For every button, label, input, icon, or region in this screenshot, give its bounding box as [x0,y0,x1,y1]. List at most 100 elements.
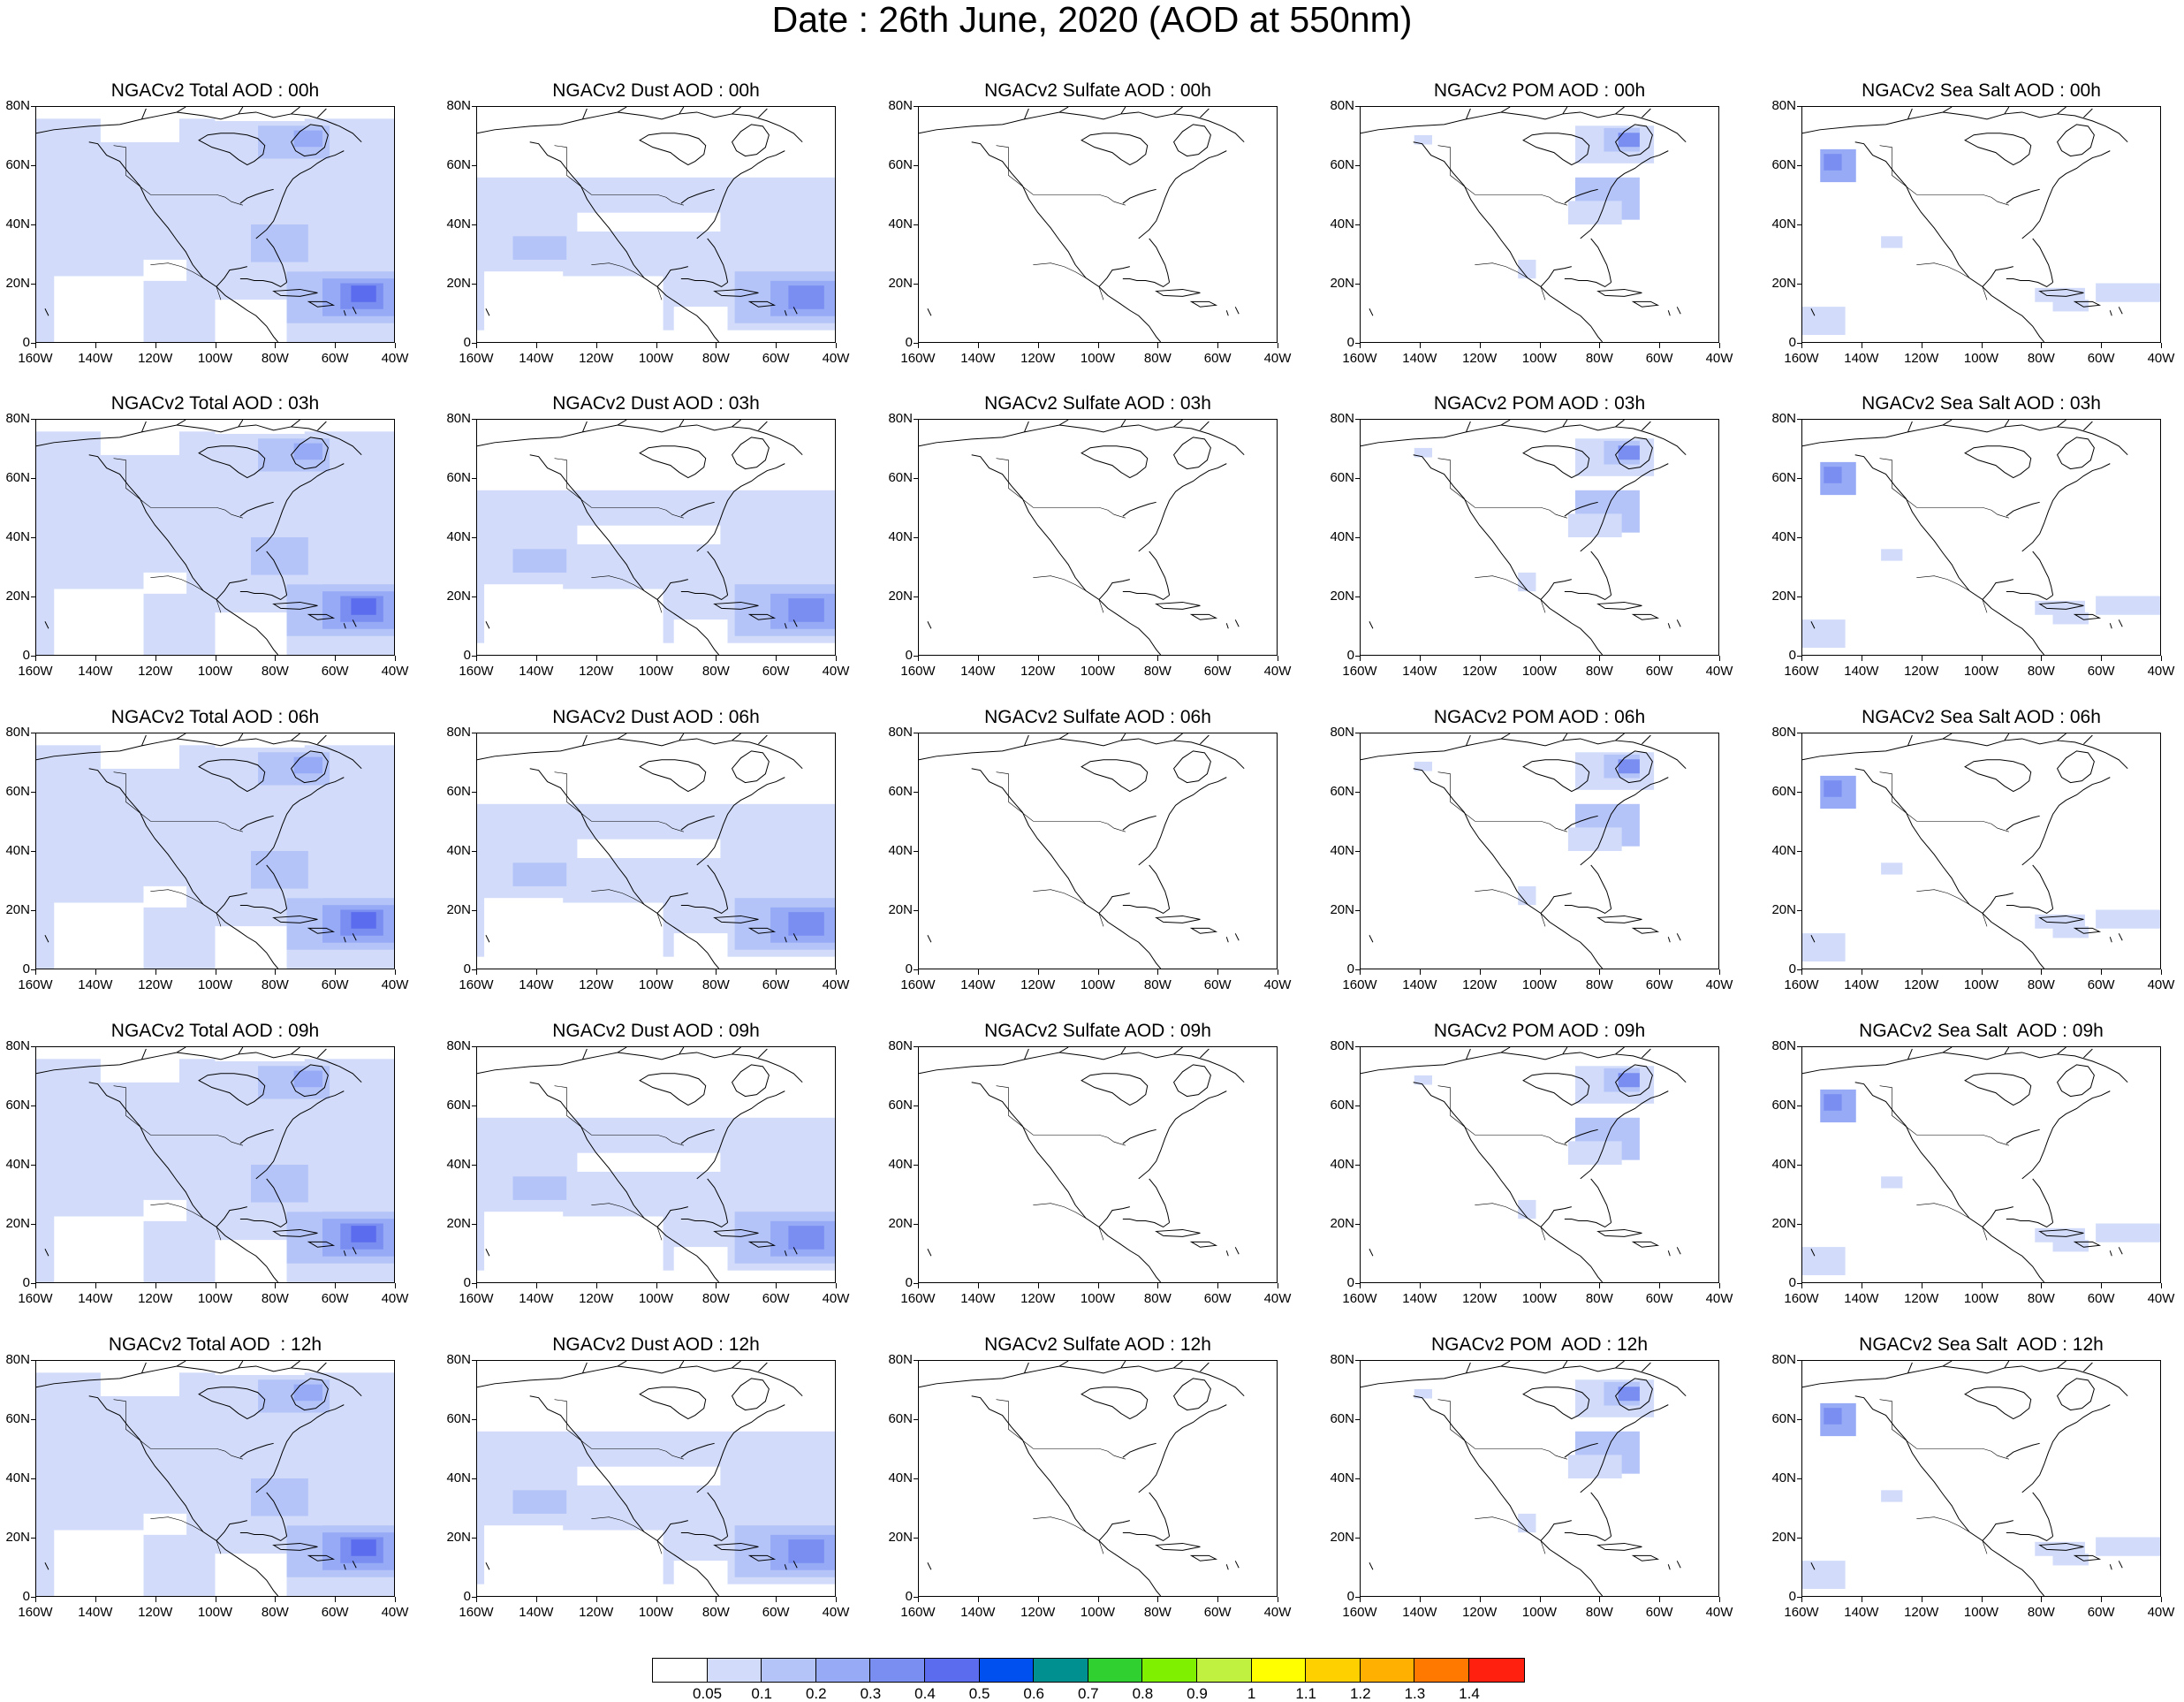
lat-tick-label: 60N [5,784,30,799]
aod-contour-fill [556,276,664,338]
lon-tick-label: 120W [1904,664,1939,679]
lon-tick-label: 80W [1143,351,1172,366]
lon-tick [1360,969,1361,975]
map-panel-pom-09h: NGACv2 POM AOD : 09h 80N 60N 40N 20N 0 160W 140… [1324,1021,1740,1305]
lat-tick [31,165,36,166]
lon-tick [2161,969,2162,975]
lon-tick-label: 160W [18,1605,53,1620]
lat-tick-label: 0 [463,648,471,663]
lat-tick [472,284,477,285]
lat-tick [1355,1165,1361,1166]
lat-tick [31,851,36,852]
lon-tick [155,1597,156,1602]
lon-tick-label: 140W [1844,351,1879,366]
lon-tick [595,1597,597,1602]
lon-tick [1419,1283,1421,1288]
aod-contour-fill [1824,1408,1842,1425]
lon-tick-label: 40W [2147,1605,2175,1620]
lon-tick [535,1283,537,1288]
lon-tick [836,1283,837,1288]
lon-tick [595,343,597,348]
aod-contour-fill [293,443,322,460]
lon-tick-label: 140W [78,977,113,992]
lon-tick-label: 160W [18,977,53,992]
aod-map [919,1361,1245,1596]
lon-tick [535,343,537,348]
aod-contour-fill [1414,1075,1432,1085]
map-frame [476,1360,836,1597]
lon-tick-label: 60W [762,977,790,992]
lon-tick [335,656,337,661]
aod-contour-fill [215,420,305,434]
lon-tick [476,343,477,348]
lon-tick [1801,1283,1802,1288]
lon-tick-label: 160W [1784,977,1819,992]
lat-tick [914,1538,919,1539]
lat-tick [1355,596,1361,597]
aod-contour-fill [351,1539,376,1556]
lon-tick [1659,969,1661,975]
aod-map [1361,1047,1687,1282]
lon-tick-label: 160W [900,351,936,366]
lon-tick [2161,656,2162,661]
country-border [1437,1399,1567,1554]
map-frame [1801,733,2161,969]
lon-tick [1539,656,1541,661]
lon-tick-label: 80W [2027,977,2055,992]
lon-tick-label: 140W [78,1291,113,1306]
lat-tick-label: 60N [1771,784,1796,799]
lon-tick-label: 100W [197,351,233,366]
lon-tick-label: 140W [1844,977,1879,992]
panel-title: NGACv2 POM AOD : 00h [1433,80,1646,101]
lon-tick [2041,969,2043,975]
map-panel-pom-00h: NGACv2 POM AOD : 00h 80N 60N 40N 20N 0 160W 140… [1324,80,1740,365]
lon-tick [395,343,396,348]
lat-tick [1797,969,1802,970]
coastline [1802,1047,2128,1282]
aod-contour-fill [1567,1455,1622,1478]
lon-tick [1037,969,1039,975]
panel-title: NGACv2 POM AOD : 09h [1433,1021,1646,1041]
lon-tick-label: 80W [261,977,289,992]
coastline [919,107,1245,342]
colorbar-label: 0.2 [805,1685,827,1702]
lat-tick [914,910,919,911]
lat-tick [914,478,919,479]
country-border [1437,771,1567,927]
coastline [477,107,803,342]
lon-tick [95,1283,96,1288]
lat-tick [472,1419,477,1420]
colorbar-label: 0.4 [914,1685,936,1702]
lat-tick-label: 20N [1771,589,1796,604]
lat-tick [472,1538,477,1539]
lat-tick [472,1165,477,1166]
lon-tick [918,656,919,661]
lat-tick-label: 80N [1330,725,1354,740]
aod-contour-fill [577,1152,721,1172]
lat-tick [1797,1538,1802,1539]
panel-title: NGACv2 Sea Salt AOD : 03h [1862,393,2101,414]
map-panel-seasalt-06h: NGACv2 Sea Salt AOD : 06h 80N 60N 40N 20N 0 16… [1766,708,2181,992]
map-frame [918,106,1278,343]
lat-tick [914,1419,919,1420]
lon-tick-label: 40W [1263,664,1292,679]
lon-tick [2101,656,2103,661]
coastline [1361,733,1687,969]
lat-tick-label: 20N [446,902,471,917]
country-border [1437,145,1567,300]
map-frame [918,1360,1278,1597]
lat-tick [1797,910,1802,911]
country-border [113,771,243,927]
lat-tick-label: 60N [5,1098,30,1113]
country-border [1879,1399,2009,1554]
aod-contour-fill [1824,467,1842,483]
lon-tick [977,1597,979,1602]
aod-contour-fill [673,307,728,338]
lat-tick-label: 40N [5,1470,30,1485]
aod-contour-fill [1414,761,1432,771]
country-border [113,1399,243,1554]
aod-contour-fill [54,276,144,342]
aod-contour-fill [215,300,287,342]
panel-title: NGACv2 Dust AOD : 09h [552,1021,760,1041]
lat-tick [1355,224,1361,225]
